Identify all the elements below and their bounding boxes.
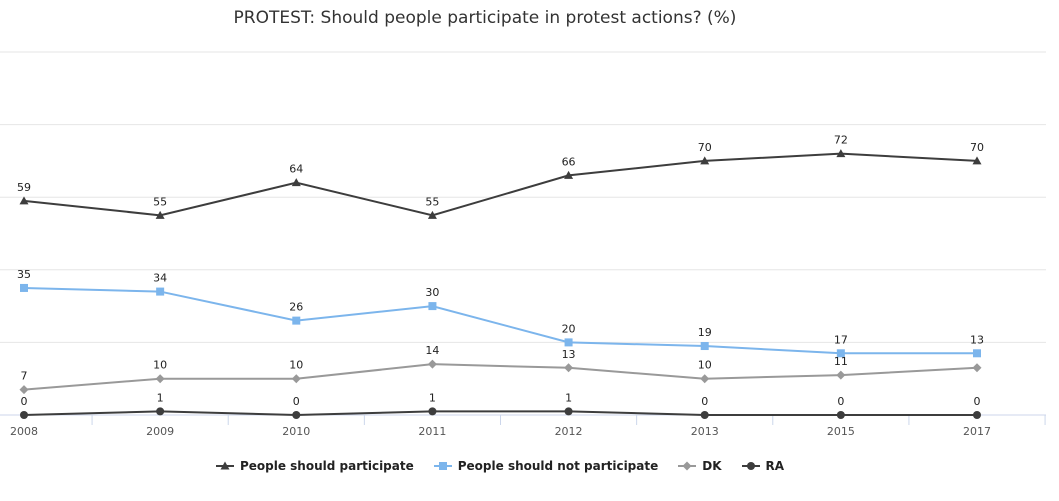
data-label-dk: 10	[153, 359, 167, 372]
legend-symbol-dk	[678, 461, 697, 471]
data-point-people-should-participate[interactable]	[564, 170, 574, 179]
data-point-people-should-participate[interactable]	[291, 178, 301, 187]
data-label-people-should-not-participate: 30	[425, 286, 439, 299]
data-point-people-should-participate[interactable]	[972, 156, 982, 165]
series-group	[19, 149, 982, 419]
data-point-dk[interactable]	[564, 363, 574, 373]
data-point-people-should-not-participate[interactable]	[836, 349, 845, 358]
data-label-dk: 10	[698, 359, 712, 372]
data-label-people-should-not-participate: 20	[562, 322, 576, 335]
data-point-dk[interactable]	[427, 359, 437, 369]
data-point-people-should-not-participate[interactable]	[156, 287, 165, 296]
data-label-ra: 1	[157, 391, 164, 404]
data-point-ra[interactable]	[700, 411, 709, 419]
data-point-people-should-participate[interactable]	[700, 156, 710, 165]
data-point-people-should-not-participate[interactable]	[20, 283, 28, 292]
data-label-people-should-participate: 64	[289, 163, 303, 176]
data-label-people-should-participate: 70	[698, 141, 712, 154]
data-point-dk[interactable]	[19, 385, 29, 395]
data-label-people-should-not-participate: 17	[834, 333, 848, 346]
legend-item-people-should-participate[interactable]: People should participate	[215, 459, 414, 473]
data-label-people-should-participate: 72	[834, 134, 848, 147]
legend-marker-people-should-participate	[220, 461, 230, 470]
legend-symbol-people-should-not-participate	[433, 462, 452, 470]
series-line-people-should-not-participate	[23, 286, 977, 355]
data-label-ra: 1	[565, 391, 572, 404]
data-label-ra: 0	[974, 395, 981, 408]
data-label-ra: 0	[837, 395, 844, 408]
data-label-ra: 0	[293, 395, 300, 408]
legend-label-ra: RA	[765, 459, 785, 473]
data-point-people-should-not-participate[interactable]	[973, 349, 981, 358]
data-point-ra[interactable]	[564, 407, 573, 416]
data-label-dk: 11	[834, 355, 848, 368]
x-tick-label: 2017	[963, 425, 991, 438]
data-label-dk: 14	[425, 344, 439, 357]
data-point-ra[interactable]	[973, 411, 981, 419]
data-point-people-should-not-participate[interactable]	[700, 342, 709, 351]
data-label-ra: 0	[701, 395, 708, 408]
line-chart: 2008 2009 2010 2011 2012 2013 2015 2017 5955645…	[0, 51, 1046, 438]
data-point-people-should-participate[interactable]	[836, 149, 846, 158]
legend-label-people-should-participate: People should participate	[239, 459, 414, 473]
x-tick-label: 2011	[418, 425, 446, 438]
data-point-people-should-not-participate[interactable]	[564, 338, 573, 347]
legend-marker-people-should-not-participate	[438, 462, 447, 470]
x-tick-label: 2010	[282, 425, 310, 438]
data-label-people-should-not-participate: 13	[970, 333, 984, 346]
data-point-people-should-participate[interactable]	[155, 210, 165, 219]
data-point-ra[interactable]	[292, 411, 301, 419]
data-label-dk: 13	[562, 348, 576, 361]
data-label-people-should-participate: 59	[17, 181, 31, 194]
data-label-people-should-participate: 70	[970, 141, 984, 154]
x-tick-label: 2009	[146, 425, 174, 438]
data-label-ra: 1	[429, 391, 436, 404]
data-label-people-should-not-participate: 19	[698, 326, 712, 339]
data-point-dk[interactable]	[291, 374, 301, 384]
legend-marker-dk	[682, 461, 692, 471]
data-point-people-should-not-participate[interactable]	[292, 316, 301, 325]
grid-lines	[0, 51, 1046, 343]
data-point-ra[interactable]	[428, 407, 437, 416]
data-point-people-should-participate[interactable]	[427, 210, 437, 219]
data-point-dk[interactable]	[836, 370, 846, 380]
data-point-people-should-participate[interactable]	[19, 196, 29, 205]
data-label-people-should-not-participate: 35	[17, 268, 31, 281]
chart-title: PROTEST: Should people participate in pr…	[233, 8, 737, 28]
x-axis: 2008 2009 2010 2011 2012 2013 2015 2017	[0, 414, 1046, 438]
legend-symbol-ra	[741, 462, 760, 470]
x-tick-label: 2015	[827, 425, 855, 438]
series-line-ra	[23, 410, 977, 417]
data-label-people-should-participate: 66	[562, 155, 576, 168]
legend-label-dk: DK	[702, 459, 722, 473]
data-label-people-should-not-participate: 26	[289, 301, 303, 314]
data-point-dk[interactable]	[972, 363, 982, 373]
x-tick-label: 2012	[555, 425, 583, 438]
data-point-dk[interactable]	[700, 374, 710, 384]
data-point-ra[interactable]	[20, 411, 28, 419]
data-point-dk[interactable]	[155, 374, 165, 384]
data-label-ra: 0	[21, 395, 28, 408]
data-label-dk: 7	[21, 370, 28, 383]
data-point-people-should-not-participate[interactable]	[428, 302, 437, 311]
data-label-dk: 10	[289, 359, 303, 372]
legend-item-dk[interactable]: DK	[678, 459, 722, 473]
legend-symbol-people-should-participate	[215, 461, 234, 470]
series-line-people-should-participate	[23, 152, 978, 217]
x-tick-label: 2008	[10, 425, 38, 438]
x-tick-label: 2013	[691, 425, 719, 438]
series-line-dk	[23, 363, 978, 391]
data-point-ra[interactable]	[156, 407, 165, 416]
legend-marker-ra	[746, 462, 755, 470]
data-point-ra[interactable]	[836, 411, 845, 419]
legend-label-people-should-not-participate: People should not participate	[457, 459, 659, 473]
data-label-people-should-not-participate: 34	[153, 272, 167, 285]
data-label-people-should-participate: 55	[153, 195, 167, 208]
legend-item-ra[interactable]: RA	[741, 459, 785, 473]
legend-item-people-should-not-participate[interactable]: People should not participate	[433, 459, 659, 473]
legend: People should participate People should n…	[0, 459, 1000, 473]
data-label-people-should-participate: 55	[425, 195, 439, 208]
